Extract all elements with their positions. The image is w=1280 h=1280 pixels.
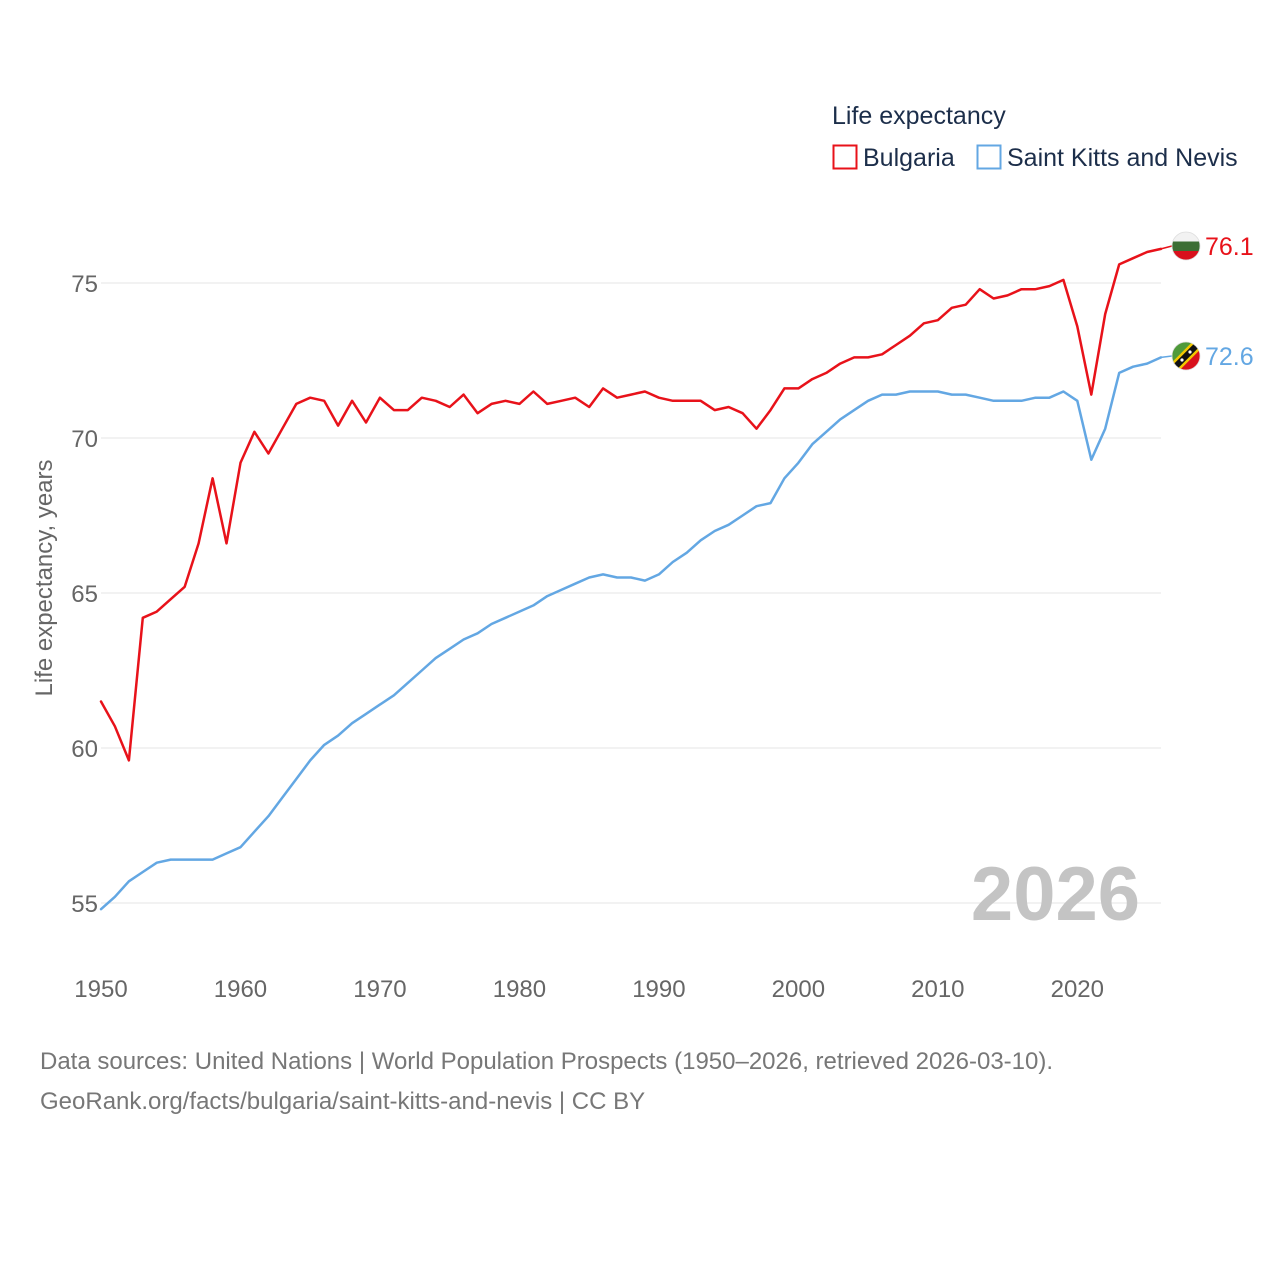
end-label-bulgaria: 76.1: [1205, 233, 1254, 261]
legend-swatch-saint-kitts-and-nevis: [976, 144, 1002, 170]
series-line-saint-kitts-and-nevis: [99, 356, 1163, 911]
credit-link[interactable]: GeoRank.org/facts/bulgaria/saint-kitts-a…: [40, 1088, 646, 1115]
y-axis-title: Life expectancy, years: [31, 459, 58, 696]
x-tick-label-1970: 1970: [353, 976, 406, 1003]
x-tick-label-1980: 1980: [493, 976, 546, 1003]
x-tick-label-1950: 1950: [74, 976, 127, 1003]
y-axis-ticks: 55 60 65 70 75: [71, 271, 98, 918]
legend-label-saint-kitts-and-nevis: Saint Kitts and Nevis: [1007, 144, 1238, 172]
y-tick-label-60: 60: [71, 736, 98, 763]
legend-swatch-bulgaria: [832, 144, 858, 170]
end-markers: 76.1 72.6: [1160, 231, 1254, 371]
series-lines: [99, 247, 1163, 911]
legend-title: Life expectancy: [832, 102, 1006, 130]
y-tick-label-55: 55: [71, 891, 98, 918]
legend-label-bulgaria: Bulgaria: [863, 144, 955, 172]
x-tick-label-1960: 1960: [214, 976, 267, 1003]
end-label-saint-kitts-and-nevis: 72.6: [1205, 343, 1254, 371]
data-sources-text: Data sources: United Nations | World Pop…: [40, 1048, 1054, 1075]
y-tick-label-70: 70: [71, 426, 98, 453]
series-line-bulgaria: [99, 247, 1163, 762]
end-connector-saint-kitts-and-nevis: [1160, 355, 1173, 359]
y-tick-label-65: 65: [71, 581, 98, 608]
x-tick-label-1990: 1990: [632, 976, 685, 1003]
legend-item-saint-kitts-and-nevis[interactable]: Saint Kitts and Nevis: [976, 144, 1238, 172]
legend-item-bulgaria[interactable]: Bulgaria: [832, 144, 955, 172]
x-tick-label-2000: 2000: [772, 976, 825, 1003]
gridlines: [101, 282, 1161, 904]
saint-kitts-and-nevis-flag-icon: [1171, 341, 1201, 371]
legend[interactable]: Life expectancy Bulgaria Saint Kitts and…: [832, 102, 1238, 172]
end-connector-bulgaria: [1160, 245, 1173, 250]
x-axis-ticks: 1950 1960 1970 1980 1990 2000 2010 2020: [74, 976, 1104, 1003]
x-tick-label-2010: 2010: [911, 976, 964, 1003]
y-tick-label-75: 75: [71, 271, 98, 298]
highlight-year: 2026: [971, 852, 1140, 937]
x-tick-label-2020: 2020: [1051, 976, 1104, 1003]
line-chart: 55 60 65 70 75 1950 1960 1970 1980 1990 2000 2010 2…: [31, 102, 1254, 1003]
footer: Data sources: United Nations | World Pop…: [40, 1042, 1053, 1122]
bulgaria-flag-icon: [1171, 231, 1201, 261]
